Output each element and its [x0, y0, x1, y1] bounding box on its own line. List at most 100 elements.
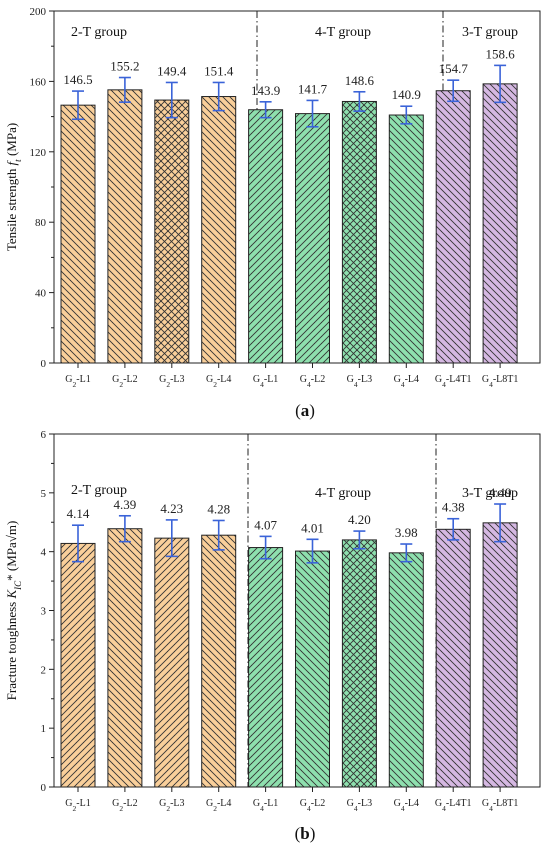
x-category-label: G4-L2: [300, 374, 325, 389]
x-category-label: G4-L1: [253, 798, 278, 813]
value-label: 148.6: [345, 73, 375, 88]
x-category-label: G2-L3: [159, 374, 184, 389]
value-label: 143.9: [251, 83, 280, 98]
value-label: 3.98: [395, 525, 418, 540]
bar: [435, 528, 471, 788]
value-label: 4.28: [207, 501, 230, 516]
x-category-label: G4-L8T1: [482, 374, 519, 389]
y-tick-label: 1: [41, 723, 47, 735]
bar: [295, 113, 330, 364]
error-bar: [400, 105, 413, 125]
error-bar: [165, 519, 178, 558]
fracture-toughness-chart: 0 1 2 3 4 5 6 2-T group 4-T group 3-T group 4.14 4.…: [4, 429, 541, 843]
y-tick-label: 40: [35, 288, 47, 300]
error-bar: [400, 543, 413, 563]
group-label: 3-T group: [462, 486, 518, 501]
value-label: 4.20: [348, 512, 371, 527]
bar: [388, 552, 424, 788]
error-bar: [353, 90, 366, 112]
x-category-label: G2-L4: [206, 798, 231, 813]
error-bar: [447, 517, 460, 541]
bar: [154, 99, 190, 364]
bar: [341, 100, 377, 364]
error-bar: [259, 535, 272, 560]
y-tick-label: 80: [35, 217, 47, 229]
x-category-label: G2-L1: [65, 798, 90, 813]
bar: [341, 539, 377, 788]
x-category-label: G2-L2: [112, 374, 137, 389]
error-bar: [447, 79, 460, 103]
group-label: 3-T group: [462, 25, 518, 40]
bar: [295, 550, 330, 788]
error-bar: [72, 90, 84, 121]
y-tick-label: 200: [30, 6, 47, 18]
x-category-label: G4-L4T1: [435, 374, 472, 389]
error-bar: [118, 514, 131, 543]
x-category-label: G4-L4: [394, 374, 419, 389]
y-tick-label: 5: [41, 488, 47, 500]
bar: [482, 522, 518, 788]
x-category-label: G2-L1: [65, 374, 90, 389]
error-bar: [118, 76, 131, 103]
bar: [154, 537, 190, 788]
x-category-label: G2-L2: [112, 798, 137, 813]
error-bar: [212, 519, 225, 551]
x-category-label: G4-L4T1: [435, 798, 472, 813]
x-category-label: G2-L3: [159, 798, 184, 813]
error-bar: [306, 99, 319, 128]
value-label: 141.7: [298, 81, 328, 96]
value-label: 151.4: [204, 63, 234, 78]
y-axis-title: Tensile strength ft (MPa): [4, 123, 23, 251]
x-category-label: G4-L3: [347, 374, 372, 389]
bar: [248, 547, 284, 788]
error-bar: [494, 64, 507, 104]
value-label: 4.38: [442, 500, 465, 515]
bar: [248, 109, 284, 364]
value-label: 149.4: [157, 63, 187, 78]
value-label: 4.01: [301, 520, 324, 535]
panel-label: (b): [295, 824, 316, 843]
error-bar: [259, 101, 272, 119]
bar: [60, 104, 96, 364]
error-bar: [212, 81, 225, 112]
y-tick-label: 120: [30, 147, 47, 159]
bar: [60, 542, 96, 788]
group-label: 2-T group: [71, 483, 127, 498]
value-label: 4.23: [160, 501, 183, 516]
value-label: 4.49: [489, 485, 512, 500]
value-label: 4.39: [114, 497, 137, 512]
value-label: 4.07: [254, 517, 277, 532]
y-tick-label: 3: [41, 606, 47, 618]
error-bar: [72, 524, 84, 563]
y-tick-label: 0: [41, 782, 47, 794]
error-bar: [165, 81, 178, 119]
value-label: 158.6: [485, 46, 515, 61]
y-tick-label: 0: [41, 358, 47, 370]
y-tick-label: 6: [41, 429, 47, 441]
panel-label: (a): [295, 401, 315, 420]
y-tick-label: 2: [41, 664, 47, 676]
x-category-label: G2-L4: [206, 374, 231, 389]
group-label: 4-T group: [315, 486, 371, 501]
group-label: 2-T group: [71, 25, 127, 40]
y-axis-title: Fracture toughness KIC* (MPa√m): [4, 521, 23, 701]
error-bar: [494, 503, 507, 543]
bar: [201, 534, 237, 788]
value-label: 146.5: [63, 72, 92, 87]
value-label: 140.9: [392, 87, 421, 102]
x-category-label: G4-L1: [253, 374, 278, 389]
x-category-label: G4-L8T1: [482, 798, 519, 813]
y-tick-label: 160: [30, 76, 47, 88]
value-label: 155.2: [110, 59, 139, 74]
bar: [201, 96, 237, 364]
bar: [482, 83, 518, 364]
x-category-label: G4-L2: [300, 798, 325, 813]
value-label: 4.14: [67, 506, 90, 521]
bar: [107, 89, 143, 364]
group-label: 4-T group: [315, 25, 371, 40]
bar: [435, 90, 471, 364]
error-bar: [353, 530, 366, 550]
x-category-label: G4-L3: [347, 798, 372, 813]
error-bar: [306, 538, 319, 564]
